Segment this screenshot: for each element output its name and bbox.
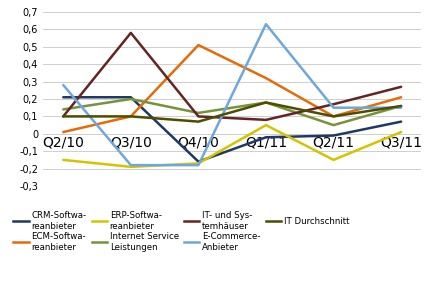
Legend: CRM-Softwa-
reanbieter, ECM-Softwa-
reanbieter, ERP-Softwa-
reanbieter, Internet: CRM-Softwa- reanbieter, ECM-Softwa- rean… [13,211,349,252]
